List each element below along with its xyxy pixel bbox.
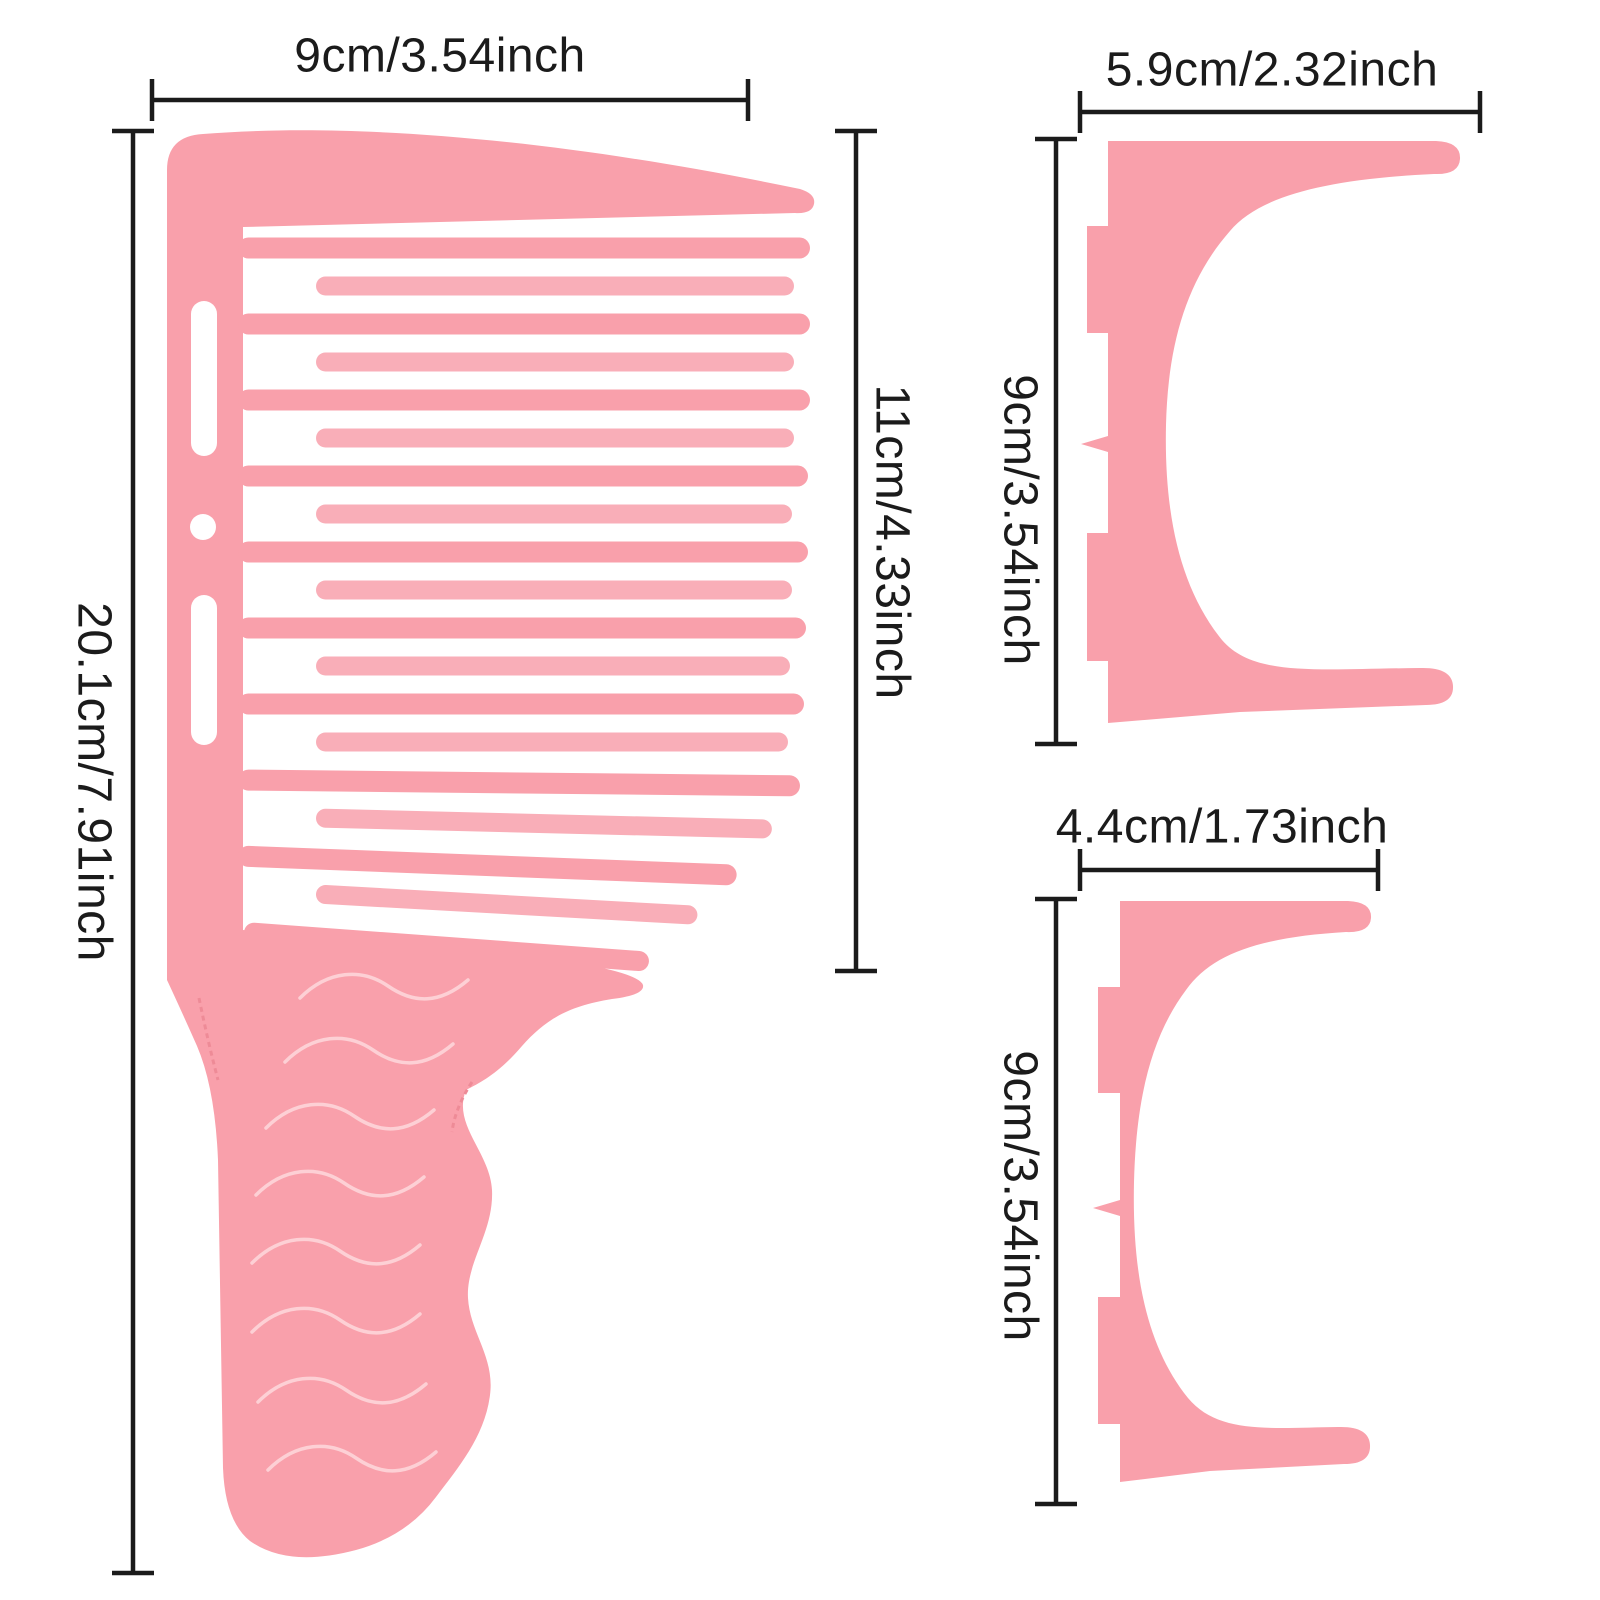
comb-tooth [243,922,649,972]
comb-illustration [167,130,815,1558]
clip-small-shape [1093,901,1372,1482]
comb-hang-slot-bottom [191,595,217,745]
comb-tooth [238,617,806,639]
comb-tooth [316,428,794,448]
comb-hang-slot-top [191,301,217,456]
clip-small-illustration [1093,901,1372,1482]
comb-tooth [316,352,794,372]
clip-large-height-dimension-line [1035,136,1077,747]
clip-small-height-label: 9cm/3.54inch [993,1050,1047,1342]
clip-small-width-dimension-line [1077,849,1381,891]
comb-teeth-label: 11cm/4.33inch [865,384,919,700]
comb-tooth [238,313,810,335]
comb-tooth [237,845,737,886]
comb-tooth [237,769,800,797]
handle-wave-engraving [264,1102,436,1131]
comb-handle-engravings [250,972,470,1473]
comb-width-dimension-line [149,79,751,121]
comb-tooth [315,885,698,925]
dimension-lines [112,79,1483,1576]
handle-wave-engraving [283,1036,455,1065]
comb-tooth [316,732,788,752]
clip-small-height-dimension-line [1035,896,1077,1507]
comb-teeth [237,237,810,972]
comb-hang-hole [190,514,216,540]
clip-large-shape [1081,141,1461,723]
handle-wave-engraving [250,1306,422,1335]
handle-wave-engraving [254,1169,426,1198]
comb-width-label: 9cm/3.54inch [294,29,586,83]
comb-tooth [238,541,808,563]
clip-large-width-dimension-line [1077,91,1483,133]
comb-length-label: 20.1cm/7.91inch [67,602,121,962]
comb-tooth [238,237,810,259]
clip-large-height-label: 9cm/3.54inch [993,374,1047,666]
comb-tooth [316,656,790,676]
handle-wave-engraving [298,972,470,1001]
comb-tooth [238,693,804,715]
clip-large-illustration [1081,141,1461,723]
comb-body [167,130,815,1558]
comb-tooth [316,276,794,296]
comb-tooth [316,580,792,600]
comb-tooth [315,808,772,839]
handle-wave-engraving [256,1376,428,1405]
comb-teeth-dimension-line [835,128,877,974]
comb-grip-serration-left [197,997,220,1081]
comb-length-dimension-line [112,128,154,1576]
clip-small-width-label: 4.4cm/1.73inch [1055,800,1389,854]
clip-large-width-label: 5.9cm/2.32inch [1105,43,1439,97]
comb-tooth [238,465,808,487]
handle-wave-engraving [266,1444,438,1473]
comb-tooth [238,389,810,411]
comb-grip-serration-right [450,1081,474,1133]
handle-wave-engraving [250,1237,422,1266]
comb-tooth [316,504,792,524]
